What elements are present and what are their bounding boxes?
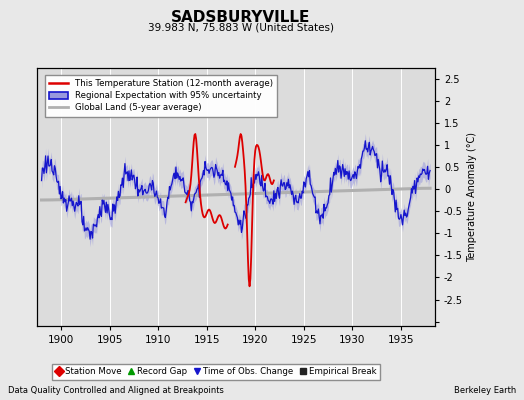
Text: Data Quality Controlled and Aligned at Breakpoints: Data Quality Controlled and Aligned at B… (8, 386, 224, 395)
Text: SADSBURYVILLE: SADSBURYVILLE (171, 10, 311, 25)
Text: Berkeley Earth: Berkeley Earth (454, 386, 516, 395)
Y-axis label: Temperature Anomaly (°C): Temperature Anomaly (°C) (467, 132, 477, 262)
Legend: Station Move, Record Gap, Time of Obs. Change, Empirical Break: Station Move, Record Gap, Time of Obs. C… (52, 364, 379, 380)
Text: 39.983 N, 75.883 W (United States): 39.983 N, 75.883 W (United States) (148, 22, 334, 32)
